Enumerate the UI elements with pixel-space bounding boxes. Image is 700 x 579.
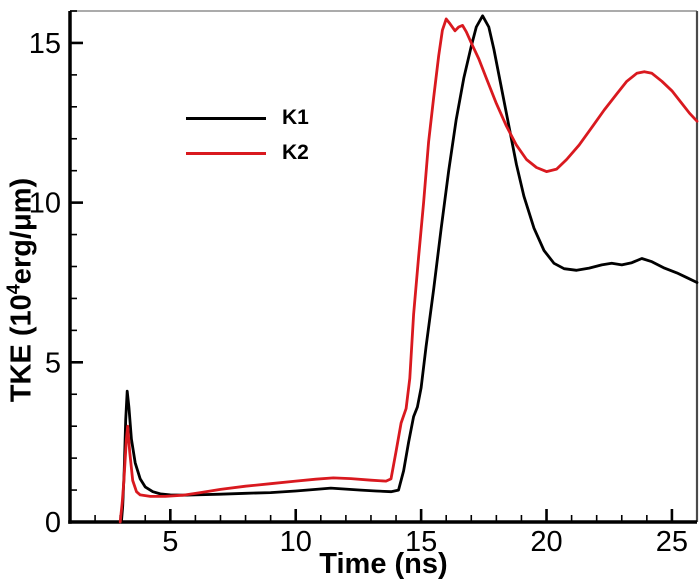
y-tick-label: 5 (45, 347, 61, 379)
series-curve-k1 (120, 14, 699, 524)
y-tick-label: 10 (29, 188, 61, 220)
legend-line-k1 (186, 116, 266, 120)
y-axis-title-prefix: TKE (10 (5, 294, 38, 403)
x-tick-label: 5 (162, 526, 178, 558)
legend: K1 K2 (186, 104, 309, 174)
legend-label-k2: K2 (282, 141, 309, 164)
y-tick-label: 0 (45, 507, 61, 539)
legend-line-k2 (186, 151, 266, 155)
x-tick-label: 25 (656, 526, 688, 558)
y-axis-title: TKE (104erg/μm) (4, 178, 39, 402)
legend-label-k1: K1 (282, 106, 309, 129)
x-axis-title: Time (ns) (319, 548, 448, 579)
x-tick-label: 20 (530, 526, 562, 558)
x-tick-label: 15 (405, 526, 437, 558)
y-axis-title-suffix: erg/μm) (5, 177, 38, 285)
legend-entry-k1: K1 (186, 104, 309, 132)
y-axis-title-exponent: 4 (3, 284, 24, 295)
series-curve-k2 (118, 17, 699, 524)
legend-entry-k2: K2 (186, 139, 309, 167)
y-tick-label: 15 (29, 28, 61, 60)
x-tick-label: 10 (280, 526, 312, 558)
